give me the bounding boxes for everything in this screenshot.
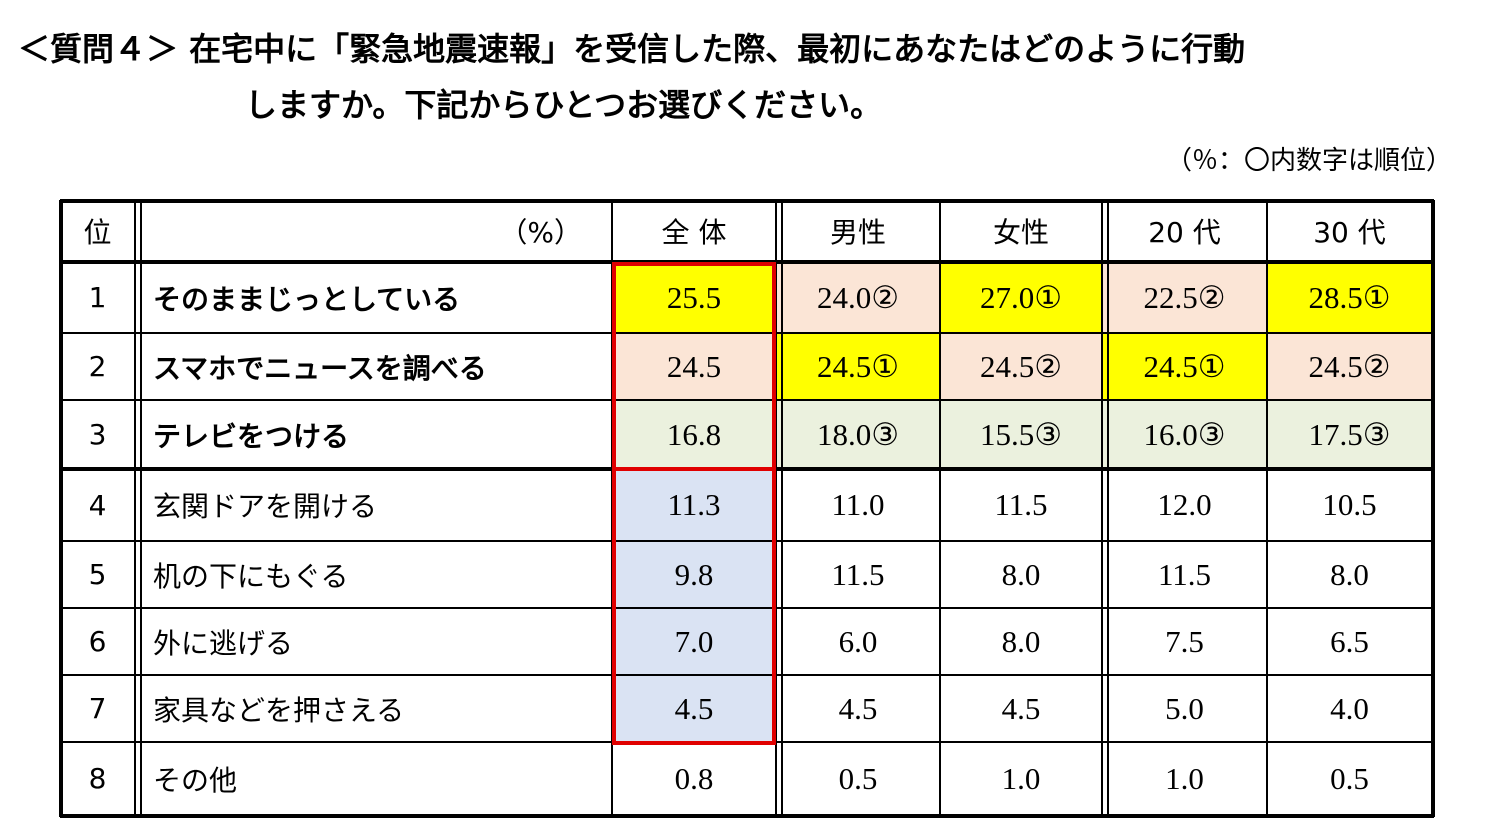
cell-value: 16.0③ bbox=[1102, 400, 1267, 469]
cell-value: 11.5 bbox=[994, 487, 1048, 522]
cell-value: 28.5① bbox=[1267, 262, 1432, 333]
row-label: そのままじっとしている bbox=[153, 282, 461, 316]
cell-value: 24.5② bbox=[940, 333, 1102, 400]
rule bbox=[140, 200, 142, 817]
cell-value: 8.0 bbox=[1001, 623, 1041, 659]
rule bbox=[1101, 200, 1103, 817]
rule bbox=[59, 200, 63, 817]
cell-value: 7.0 bbox=[612, 608, 776, 675]
highlight-box bbox=[612, 262, 776, 745]
rank: 4 bbox=[88, 488, 107, 522]
cell-value: 24.0② bbox=[776, 262, 940, 333]
rank: 2 bbox=[88, 350, 107, 383]
cell-value: 16.8 bbox=[612, 400, 776, 469]
highlight-divider bbox=[612, 467, 776, 471]
cell-value: 9.8 bbox=[612, 541, 776, 608]
rule bbox=[60, 607, 1434, 609]
column-header: 30 代 bbox=[1313, 216, 1386, 249]
cell-value: 25.5 bbox=[612, 262, 776, 333]
note: （％：〇内数字は順位） bbox=[1165, 146, 1452, 176]
cell-value: 24.5① bbox=[776, 333, 940, 400]
row-label: 机の下にもぐる bbox=[153, 559, 349, 593]
cell-value: 10.5 bbox=[1322, 487, 1377, 522]
cell-value: 5.0 bbox=[1165, 690, 1204, 726]
column-header: 男性 bbox=[829, 216, 886, 249]
rule bbox=[134, 200, 136, 817]
rank: 8 bbox=[88, 762, 107, 795]
title: ＜質問４＞ 在宅中に「緊急地震速報」を受信した際、最初にあなたはどのように行動 bbox=[18, 30, 1246, 68]
cell-value: 15.5③ bbox=[940, 400, 1102, 469]
row-label: その他 bbox=[153, 763, 238, 797]
cell-value: 24.5② bbox=[1267, 333, 1432, 400]
row-label: 家具などを押さえる bbox=[153, 693, 405, 727]
column-header: 女性 bbox=[992, 216, 1049, 249]
title: しますか。下記からひとつお選びください。 bbox=[245, 86, 883, 124]
column-header: 位 bbox=[83, 216, 112, 249]
column-header: （%） bbox=[499, 216, 582, 249]
rule bbox=[60, 399, 1434, 401]
rank: 3 bbox=[88, 418, 107, 451]
cell-value: 1.0 bbox=[1001, 760, 1041, 796]
row-label: スマホでニュースを調べる bbox=[153, 351, 487, 385]
rule bbox=[60, 674, 1434, 676]
row-label: 玄関ドアを開ける bbox=[153, 490, 378, 523]
cell-value: 6.0 bbox=[838, 623, 878, 659]
rule bbox=[60, 332, 1434, 334]
cell-value: 1.0 bbox=[1165, 760, 1204, 796]
cell-value: 0.5 bbox=[838, 760, 878, 796]
rank: 6 bbox=[88, 625, 107, 658]
row-label: 外に逃げる bbox=[153, 626, 294, 660]
rank: 5 bbox=[88, 558, 107, 591]
rule bbox=[775, 200, 777, 817]
cell-value: 8.0 bbox=[1001, 556, 1041, 592]
column-header: 全 体 bbox=[661, 216, 727, 249]
rank: 1 bbox=[88, 281, 107, 314]
cell-value: 0.8 bbox=[674, 760, 714, 796]
cell-value: 11.0 bbox=[831, 487, 885, 522]
rule bbox=[60, 540, 1434, 542]
cell-value: 24.5① bbox=[1102, 333, 1267, 400]
cell-value: 4.5 bbox=[838, 690, 878, 726]
rank: 7 bbox=[88, 692, 107, 725]
cell-value: 12.0 bbox=[1157, 487, 1212, 522]
rule bbox=[1266, 200, 1268, 817]
rule bbox=[939, 200, 941, 817]
column-header: 20 代 bbox=[1148, 216, 1221, 249]
cell-value: 8.0 bbox=[1330, 556, 1369, 592]
cell-value: 11.5 bbox=[1157, 556, 1212, 592]
rule bbox=[1107, 200, 1109, 817]
cell-value: 18.0③ bbox=[776, 400, 940, 469]
cell-value: 4.5 bbox=[1001, 690, 1041, 726]
cell-value: 4.5 bbox=[612, 675, 776, 742]
rule bbox=[60, 814, 1434, 818]
cell-value: 22.5② bbox=[1102, 262, 1267, 333]
rule bbox=[1431, 200, 1435, 817]
cell-value: 7.5 bbox=[1165, 623, 1204, 659]
rule bbox=[60, 199, 1434, 203]
cell-value: 17.5③ bbox=[1267, 400, 1432, 469]
rule bbox=[781, 200, 783, 817]
cell-value: 11.3 bbox=[612, 469, 776, 541]
row-label: テレビをつける bbox=[153, 419, 350, 453]
cell-value: 4.0 bbox=[1330, 690, 1369, 726]
cell-value: 27.0① bbox=[940, 262, 1102, 333]
cell-value: 6.5 bbox=[1330, 623, 1369, 659]
cell-value: 0.5 bbox=[1330, 760, 1369, 796]
cell-value: 11.5 bbox=[831, 556, 885, 592]
cell-value: 24.5 bbox=[612, 333, 776, 400]
